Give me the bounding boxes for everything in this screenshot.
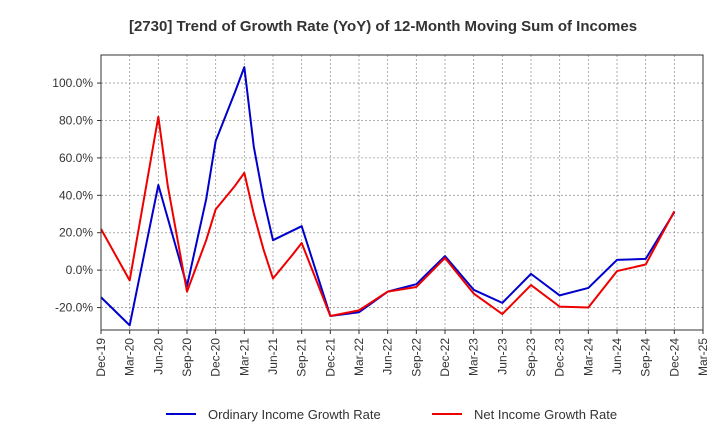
x-tick-label: Mar-22 — [352, 338, 366, 376]
legend: Ordinary Income Growth Rate Net Income Gr… — [166, 407, 617, 422]
grid — [100, 55, 704, 330]
x-tick-label: Mar-25 — [696, 338, 710, 376]
y-tick-label: 40.0% — [59, 188, 93, 202]
x-tick-label: Mar-20 — [123, 338, 137, 376]
series-line-2 — [100, 115, 676, 317]
legend-label-1: Ordinary Income Growth Rate — [208, 407, 381, 422]
x-tick-label: Jun-22 — [381, 338, 395, 375]
x-tick-label: Sep-20 — [180, 338, 194, 377]
x-tick-label: Mar-23 — [467, 338, 481, 376]
legend-label-2: Net Income Growth Rate — [474, 407, 617, 422]
y-tick-label: 20.0% — [59, 226, 93, 240]
y-tick-label: 60.0% — [59, 151, 93, 165]
x-tick-label: Dec-19 — [94, 338, 108, 377]
x-tick-label: Sep-22 — [409, 338, 423, 377]
x-tick-label: Dec-23 — [553, 338, 567, 377]
y-tick-label: 80.0% — [59, 113, 93, 127]
x-tick-label: Dec-24 — [667, 338, 681, 377]
x-tick-label: Mar-24 — [581, 338, 595, 376]
y-tick-label: 100.0% — [52, 76, 93, 90]
y-tick-label: 0.0% — [66, 263, 94, 277]
chart-title: [2730] Trend of Growth Rate (YoY) of 12-… — [129, 18, 637, 35]
x-tick-label: Dec-22 — [438, 338, 452, 377]
x-tick-label: Mar-21 — [237, 338, 251, 376]
x-tick-label: Jun-21 — [266, 338, 280, 375]
x-tick-label: Dec-21 — [323, 338, 337, 377]
x-tick-label: Jun-23 — [495, 338, 509, 375]
x-tick-label: Sep-21 — [295, 338, 309, 377]
x-tick-label: Jun-20 — [151, 338, 165, 375]
x-axis-ticks: Dec-19 Mar-20 Jun-20 Sep-20 Dec-20 Mar-21 Jun-… — [94, 330, 710, 377]
x-tick-label: Sep-24 — [639, 338, 653, 377]
x-tick-label: Dec-20 — [209, 338, 223, 377]
x-tick-label: Sep-23 — [524, 338, 538, 377]
plot-area-border — [100, 54, 704, 331]
y-axis-ticks: 100.0% 80.0% 60.0% 40.0% 20.0% 0.0% -20.0% — [52, 76, 101, 315]
series-lines — [100, 66, 676, 327]
x-tick-label: Jun-24 — [610, 338, 624, 375]
y-tick-label: -20.0% — [55, 301, 93, 315]
